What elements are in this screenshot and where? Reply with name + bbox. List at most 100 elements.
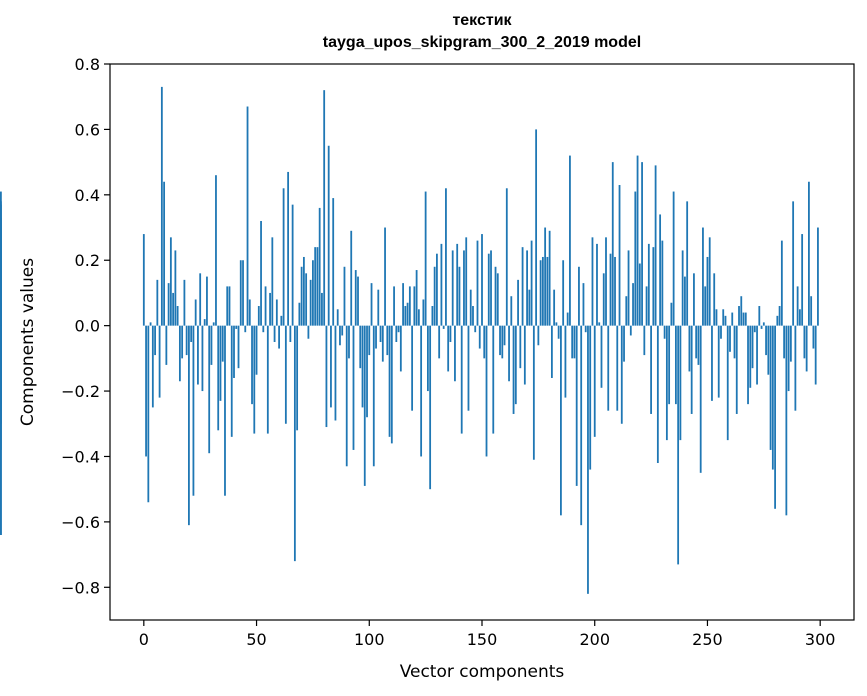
bar	[702, 227, 704, 326]
bar	[744, 312, 747, 326]
bar	[368, 325, 371, 356]
bar	[298, 302, 301, 326]
bar	[237, 325, 240, 369]
bar	[151, 325, 154, 408]
bar	[348, 325, 350, 359]
bar	[674, 325, 677, 405]
bar	[532, 325, 535, 460]
bar	[566, 312, 569, 326]
bar	[422, 299, 425, 326]
bar	[562, 260, 565, 326]
bar	[390, 325, 393, 444]
bar	[726, 325, 729, 441]
bar	[199, 273, 202, 326]
bar	[160, 86, 163, 326]
bar	[584, 325, 587, 333]
y-tick-label: 0.8	[75, 55, 100, 74]
x-tick-label: 50	[246, 630, 266, 649]
bar	[271, 237, 274, 326]
bar	[375, 325, 377, 349]
bar	[582, 283, 585, 326]
bar	[765, 325, 767, 356]
bar	[197, 325, 199, 385]
bar	[706, 256, 709, 326]
bar	[142, 234, 145, 326]
bar	[803, 325, 806, 359]
bar	[384, 227, 386, 326]
bar	[341, 325, 344, 336]
bar	[458, 266, 461, 326]
bar	[569, 155, 571, 326]
bar	[350, 230, 353, 326]
bar	[314, 247, 317, 326]
bar	[530, 240, 533, 326]
bar	[145, 325, 147, 457]
bar	[697, 325, 700, 365]
bar	[381, 325, 384, 362]
bar	[442, 325, 445, 329]
y-axis-label: Components values	[18, 258, 38, 426]
bar	[717, 325, 720, 398]
y-tick-label: −0.2	[61, 382, 100, 401]
y-axis-ticks: −0.8 −0.6 −0.4 −0.2 0.0 0.2 0.4 0.6 0.8	[61, 55, 110, 597]
bar	[652, 247, 655, 326]
bar	[188, 325, 190, 526]
bar	[0, 325, 2, 535]
bar	[181, 325, 184, 359]
bar	[645, 286, 648, 326]
x-axis-label: Vector components	[400, 662, 565, 682]
bar	[278, 325, 280, 349]
bar	[616, 325, 619, 411]
bar	[172, 292, 175, 326]
bar	[771, 325, 774, 470]
bar	[366, 325, 368, 418]
bar	[280, 315, 283, 326]
bar	[517, 279, 519, 326]
bar	[183, 279, 186, 326]
bar	[167, 283, 170, 326]
bar	[210, 325, 213, 365]
bar	[638, 263, 641, 326]
bar	[756, 325, 758, 385]
bar	[0, 325, 2, 411]
bar	[602, 273, 605, 326]
bar	[149, 322, 152, 326]
bar	[596, 243, 598, 326]
bar	[316, 247, 319, 326]
bar	[215, 175, 217, 326]
bar	[399, 325, 402, 372]
bar	[397, 325, 400, 333]
bar	[751, 325, 754, 369]
bar	[785, 325, 788, 516]
bar	[206, 276, 208, 326]
bar	[789, 325, 792, 362]
bar	[472, 306, 474, 326]
bar	[514, 325, 517, 405]
bar	[627, 250, 630, 326]
bar	[560, 325, 562, 516]
bar	[629, 325, 632, 336]
bar	[778, 306, 781, 326]
bar	[343, 266, 346, 326]
bar	[661, 240, 664, 326]
bar	[194, 299, 197, 326]
bar	[395, 325, 398, 342]
bar	[219, 325, 222, 401]
bar	[774, 325, 776, 509]
bar	[282, 188, 285, 326]
bar	[609, 253, 612, 326]
y-tick-label: −0.6	[61, 513, 100, 532]
bar	[749, 325, 752, 388]
bar	[769, 325, 772, 450]
bar	[787, 325, 790, 392]
x-tick-label: 300	[805, 630, 836, 649]
bar	[436, 253, 438, 326]
bar	[239, 260, 242, 326]
bar	[233, 325, 235, 378]
bar	[598, 322, 601, 326]
bar	[659, 214, 662, 326]
bar	[352, 325, 355, 450]
bar	[433, 266, 436, 326]
bar	[747, 325, 749, 405]
bar	[474, 325, 477, 333]
